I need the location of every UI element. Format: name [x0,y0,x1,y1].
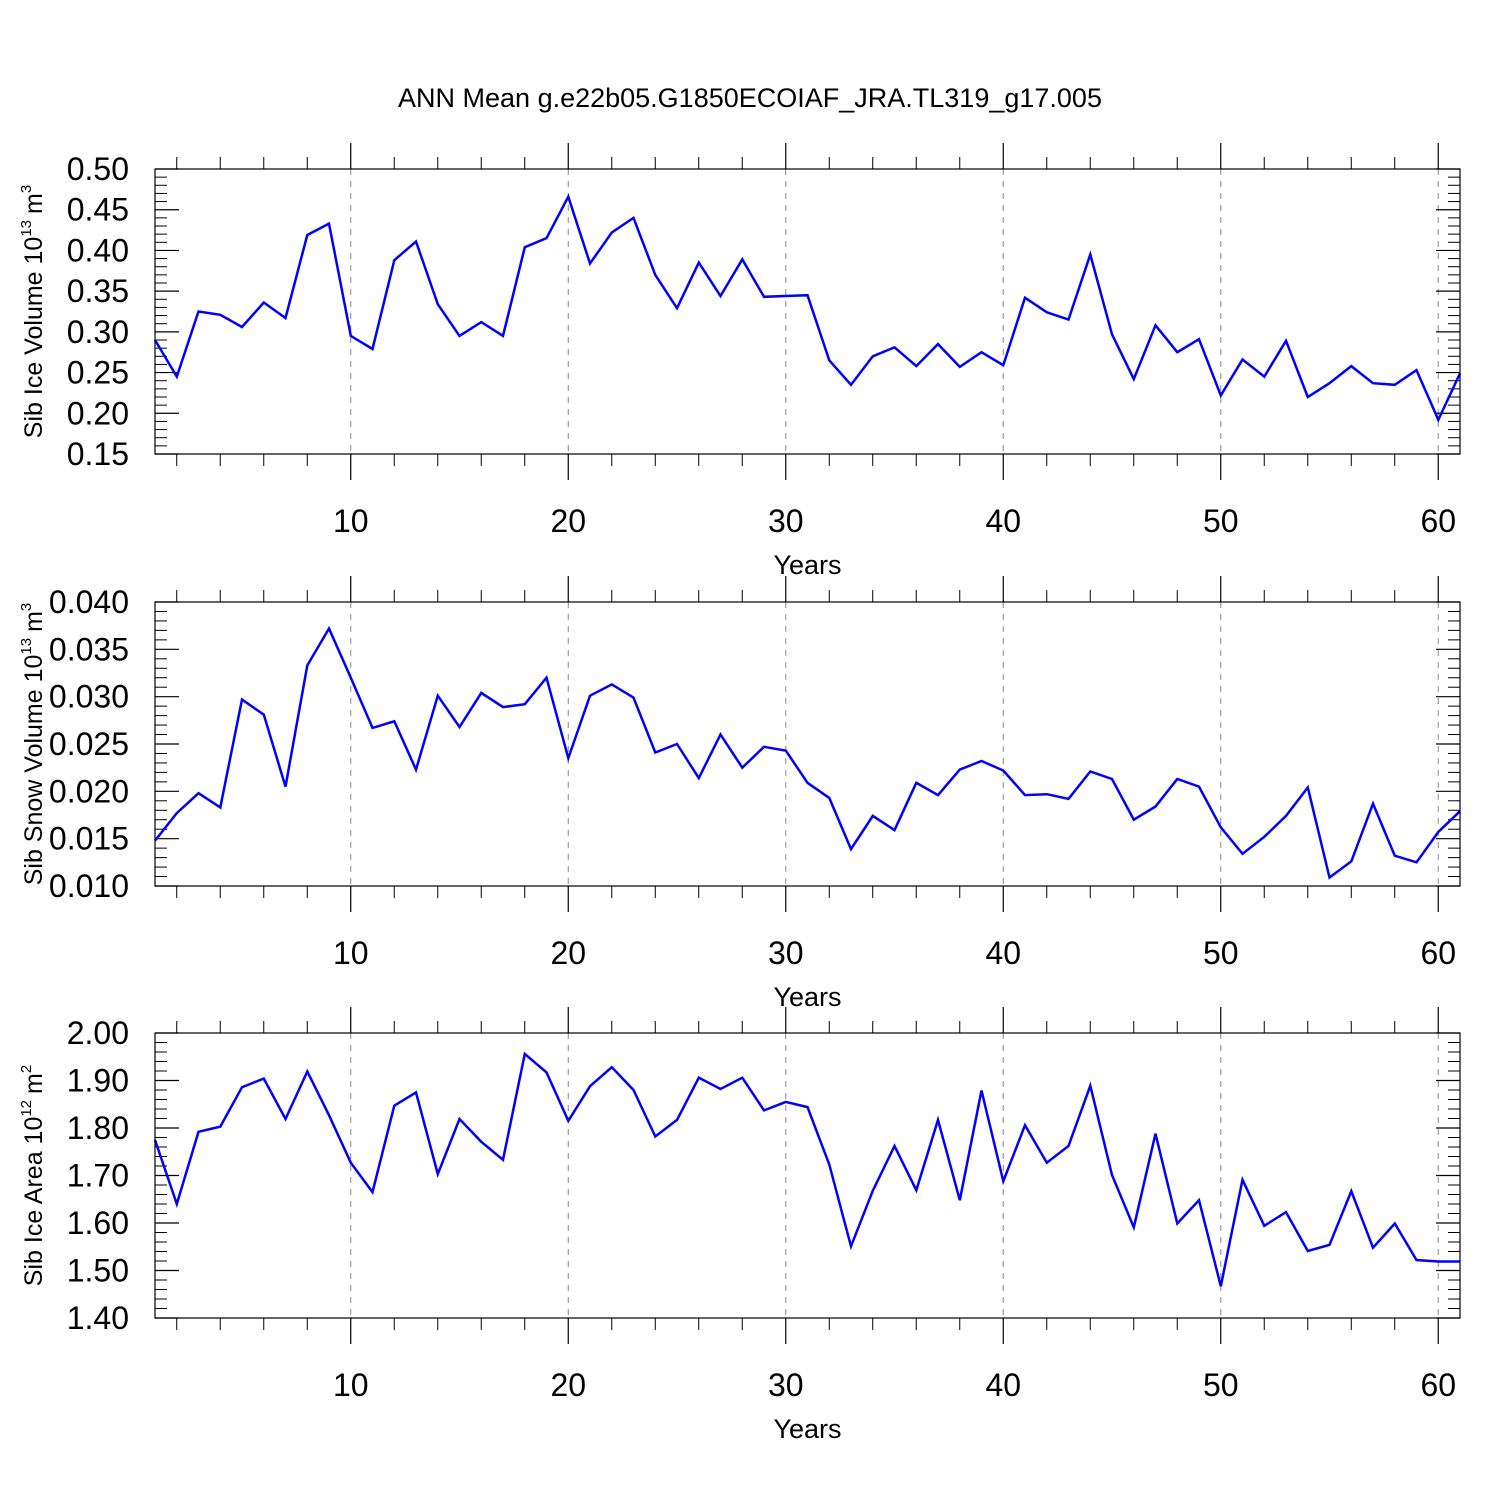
x-tick-label: 20 [550,503,586,539]
y-tick-label: 1.40 [67,1300,129,1336]
y-tick-label: 0.010 [49,868,129,904]
y-tick-label: 0.15 [67,436,129,472]
x-tick-label: 10 [333,935,369,971]
y-tick-label: 0.45 [67,192,129,228]
x-tick-label: 60 [1420,935,1456,971]
figure-title: ANN Mean g.e22b05.G1850ECOIAF_JRA.TL319_… [398,83,1102,113]
x-tick-label: 30 [768,503,804,539]
y-axis-label-text: Sib Ice Volume 10 [20,237,48,439]
y-tick-label: 0.25 [67,355,129,391]
x-axis-label: Years [773,982,841,1012]
x-tick-label: 20 [550,935,586,971]
x-tick-label: 60 [1420,1367,1456,1403]
y-axis-label-exponent: 13 [18,638,35,655]
y-tick-label: 0.20 [67,395,129,431]
y-tick-label: 1.80 [67,1110,129,1146]
plot-frame [154,168,1461,455]
plot-frame [154,1032,1461,1319]
y-axis-label-unit-exponent: 2 [18,1065,35,1073]
y-axis-label-unit: m [20,611,48,632]
y-tick-label: 0.30 [67,314,129,350]
x-tick-label: 20 [550,1367,586,1403]
x-tick-label: 40 [985,1367,1021,1403]
x-tick-label: 10 [333,1367,369,1403]
plot-frame [154,601,1461,887]
y-tick-label: 0.025 [49,726,129,762]
y-axis-label-unit-exponent: 3 [18,185,35,193]
panel-ice-area: 1.40 1.50 1.60 1.70 1.80 1.90 2.00 10 20 30 40 50 6… [18,1007,1461,1444]
x-tick-label: 50 [1203,1367,1239,1403]
y-tick-label: 1.70 [67,1158,129,1194]
y-axis-label-text: Sib Ice Area 10 [20,1117,48,1287]
x-tick-label: 40 [985,935,1021,971]
y-axis-label-exponent: 12 [18,1100,35,1117]
x-axis-label: Years [773,550,841,580]
y-axis-label: Sib Ice Volume 1013 m3 [18,185,48,438]
y-tick-label: 1.60 [67,1205,129,1241]
y-tick-label: 0.020 [49,773,129,809]
y-tick-label: 0.015 [49,821,129,857]
y-axis-label: Sib Snow Volume 1013 m3 [18,603,48,886]
x-tick-label: 50 [1203,503,1239,539]
y-axis-label-unit-exponent: 3 [18,603,35,611]
x-tick-label: 60 [1420,503,1456,539]
y-tick-label: 0.035 [49,631,129,667]
panel-snow-volume: 0.010 0.015 0.020 0.025 0.030 0.035 0.040 10 20… [18,576,1461,1012]
y-axis-label-unit: m [20,193,48,214]
series-line [153,193,1462,423]
y-tick-label: 0.040 [49,584,129,620]
y-tick-label: 0.35 [67,273,129,309]
x-tick-label: 10 [333,503,369,539]
y-tick-label: 0.030 [49,679,129,715]
x-tick-label: 30 [768,935,804,971]
y-tick-label: 1.50 [67,1253,129,1289]
x-tick-label: 30 [768,1367,804,1403]
y-tick-label: 0.50 [67,151,129,187]
series-line [154,625,1461,880]
y-tick-label: 2.00 [67,1015,129,1051]
x-tick-label: 50 [1203,935,1239,971]
x-axis-label: Years [773,1414,841,1444]
y-tick-label: 0.40 [67,232,129,268]
y-axis-label: Sib Ice Area 1012 m2 [18,1065,48,1286]
panel-ice-volume: 0.15 0.20 0.25 0.30 0.35 0.40 0.45 0.50 10 20 30 4… [18,143,1462,580]
series-line [153,1051,1460,1287]
y-axis-label-unit: m [20,1073,48,1094]
y-axis-label-exponent: 13 [18,220,35,237]
y-tick-label: 1.90 [67,1063,129,1099]
x-tick-label: 40 [985,503,1021,539]
y-axis-label-text: Sib Snow Volume 10 [20,655,48,886]
